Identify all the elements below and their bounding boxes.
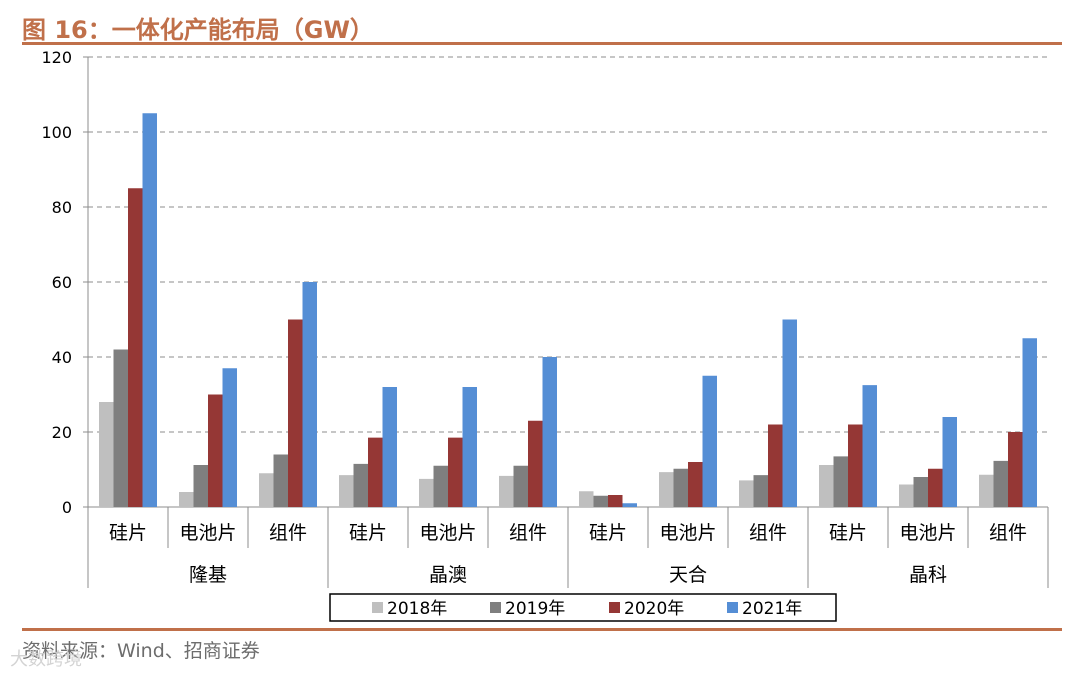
- bar: [288, 319, 303, 507]
- x-category-label: 硅片: [349, 522, 387, 544]
- bar: [833, 456, 848, 508]
- legend-swatch: [609, 602, 620, 613]
- bar: [608, 495, 623, 507]
- y-tick-label: 0: [62, 498, 72, 517]
- bar: [702, 375, 717, 507]
- bar: [993, 460, 1008, 508]
- x-category-label: 电池片: [419, 522, 476, 544]
- legend-swatch: [727, 602, 738, 613]
- bar: [688, 462, 703, 507]
- bar: [739, 480, 754, 508]
- legend-label: 2021年: [742, 599, 802, 619]
- x-category-label: 组件: [509, 522, 547, 544]
- bar: [222, 368, 237, 507]
- bar: [542, 357, 557, 507]
- bar: [193, 465, 208, 507]
- bar: [899, 484, 914, 507]
- bar: [339, 475, 354, 508]
- bar: [979, 474, 994, 507]
- bar: [99, 402, 114, 507]
- bar: [499, 475, 514, 508]
- x-category-label: 电池片: [179, 522, 236, 544]
- bar: [259, 473, 274, 507]
- chart-title: 图 16：一体化产能布局（GW）: [22, 16, 374, 44]
- bar: [673, 468, 688, 507]
- bar: [142, 113, 157, 507]
- bar: [659, 472, 674, 508]
- bar: [768, 424, 783, 507]
- x-category-label: 电池片: [899, 522, 956, 544]
- bar: [782, 319, 797, 507]
- y-tick-label: 80: [52, 198, 72, 217]
- bar: [942, 417, 957, 507]
- x-group-label: 晶澳: [429, 564, 467, 586]
- bar: [593, 495, 608, 507]
- y-tick-label: 40: [52, 348, 72, 367]
- bar: [448, 437, 463, 508]
- bar: [208, 394, 223, 507]
- bar: [128, 188, 143, 507]
- bar: [753, 475, 768, 508]
- bar: [433, 465, 448, 507]
- watermark: 大数跨境: [10, 649, 82, 670]
- bar: [819, 465, 834, 507]
- bar: [273, 454, 288, 507]
- x-category-label: 硅片: [829, 522, 867, 544]
- y-tick-label: 60: [52, 273, 72, 292]
- bar: [1022, 338, 1037, 507]
- bar: [848, 424, 863, 507]
- legend-swatch: [372, 602, 383, 613]
- x-group-label: 晶科: [909, 564, 947, 586]
- x-category-label: 电池片: [659, 522, 716, 544]
- bar: [382, 387, 397, 507]
- bar: [913, 477, 928, 507]
- y-tick-label: 120: [41, 48, 72, 67]
- x-group-label: 隆基: [189, 564, 227, 586]
- bar: [862, 385, 877, 508]
- bar: [353, 463, 368, 508]
- bar: [622, 503, 637, 507]
- title-divider: [22, 42, 1062, 45]
- legend-swatch: [490, 602, 501, 613]
- legend-label: 2020年: [624, 599, 684, 619]
- legend-box: [329, 593, 837, 622]
- x-category-label: 组件: [269, 522, 307, 544]
- bar: [419, 478, 434, 508]
- source-note: 资料来源：Wind、招商证券: [22, 640, 260, 662]
- x-category-label: 硅片: [589, 522, 627, 544]
- bar: [368, 437, 383, 508]
- legend-label: 2019年: [505, 599, 565, 619]
- bar: [928, 468, 943, 507]
- bar: [462, 387, 477, 507]
- bar: [179, 492, 194, 507]
- y-tick-label: 20: [52, 423, 72, 442]
- x-group-label: 天合: [669, 564, 707, 586]
- bar: [528, 420, 543, 507]
- bar: [513, 465, 528, 507]
- x-category-label: 硅片: [109, 522, 147, 544]
- legend-label: 2018年: [387, 599, 447, 619]
- x-category-label: 组件: [989, 522, 1027, 544]
- bar: [1008, 432, 1023, 507]
- bar: [302, 282, 317, 507]
- bar: [113, 349, 128, 507]
- footer-divider: [22, 628, 1062, 631]
- x-category-label: 组件: [749, 522, 787, 544]
- y-tick-label: 100: [41, 123, 72, 142]
- bar: [579, 491, 594, 507]
